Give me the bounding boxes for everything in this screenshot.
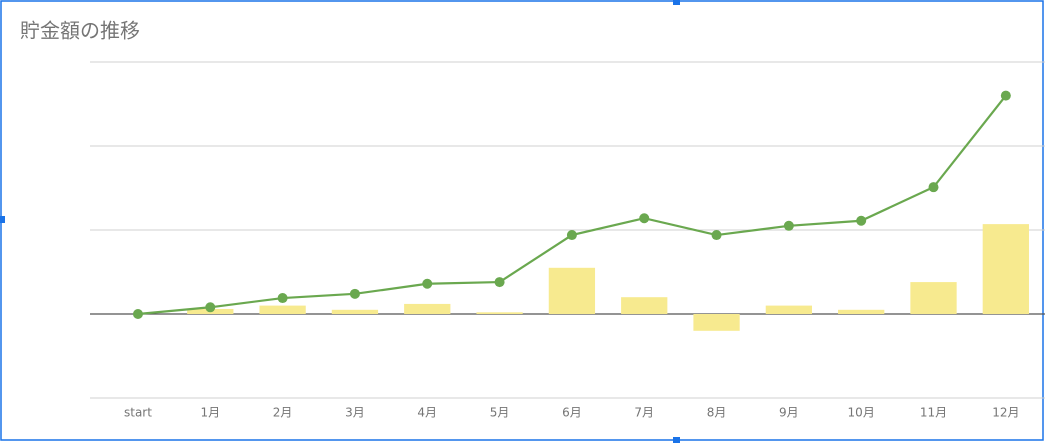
bar	[331, 309, 379, 314]
point	[783, 220, 794, 231]
bar	[476, 312, 523, 314]
point	[1000, 90, 1011, 101]
x-tick-label: start	[124, 406, 152, 420]
bar	[259, 305, 306, 314]
x-tick-label: 8月	[707, 406, 727, 420]
chart-title: 貯金額の推移	[20, 19, 140, 43]
bar	[982, 224, 1029, 314]
bar	[765, 305, 813, 314]
point	[639, 213, 650, 224]
bar	[621, 297, 668, 314]
handle	[673, 0, 680, 5]
point	[422, 278, 433, 289]
x-tick-label: 3月	[345, 406, 365, 420]
x-tick-label: 4月	[417, 406, 437, 420]
x-tick-label: 7月	[634, 406, 654, 420]
point	[349, 288, 360, 299]
x-tick-label: 6月	[562, 406, 582, 420]
x-tick-label: 2月	[273, 406, 293, 420]
point	[856, 215, 867, 226]
handle	[673, 437, 680, 443]
point	[711, 230, 722, 241]
bar	[693, 314, 740, 331]
x-tick-label: 12月	[992, 406, 1019, 420]
x-tick-label: 5月	[490, 406, 510, 420]
point	[928, 182, 939, 193]
point	[132, 309, 143, 319]
handle	[0, 216, 5, 223]
point	[494, 277, 505, 288]
x-tick-label: 11月	[920, 406, 947, 420]
bar	[838, 309, 885, 314]
x-tick-label: 10月	[848, 406, 875, 420]
bar	[548, 267, 596, 314]
point	[205, 302, 216, 313]
x-tick-label: 1月	[200, 406, 220, 420]
bar	[910, 282, 957, 314]
point	[277, 293, 288, 304]
bar	[404, 303, 451, 314]
x-tick-label: 9月	[779, 406, 799, 420]
point	[566, 230, 577, 241]
